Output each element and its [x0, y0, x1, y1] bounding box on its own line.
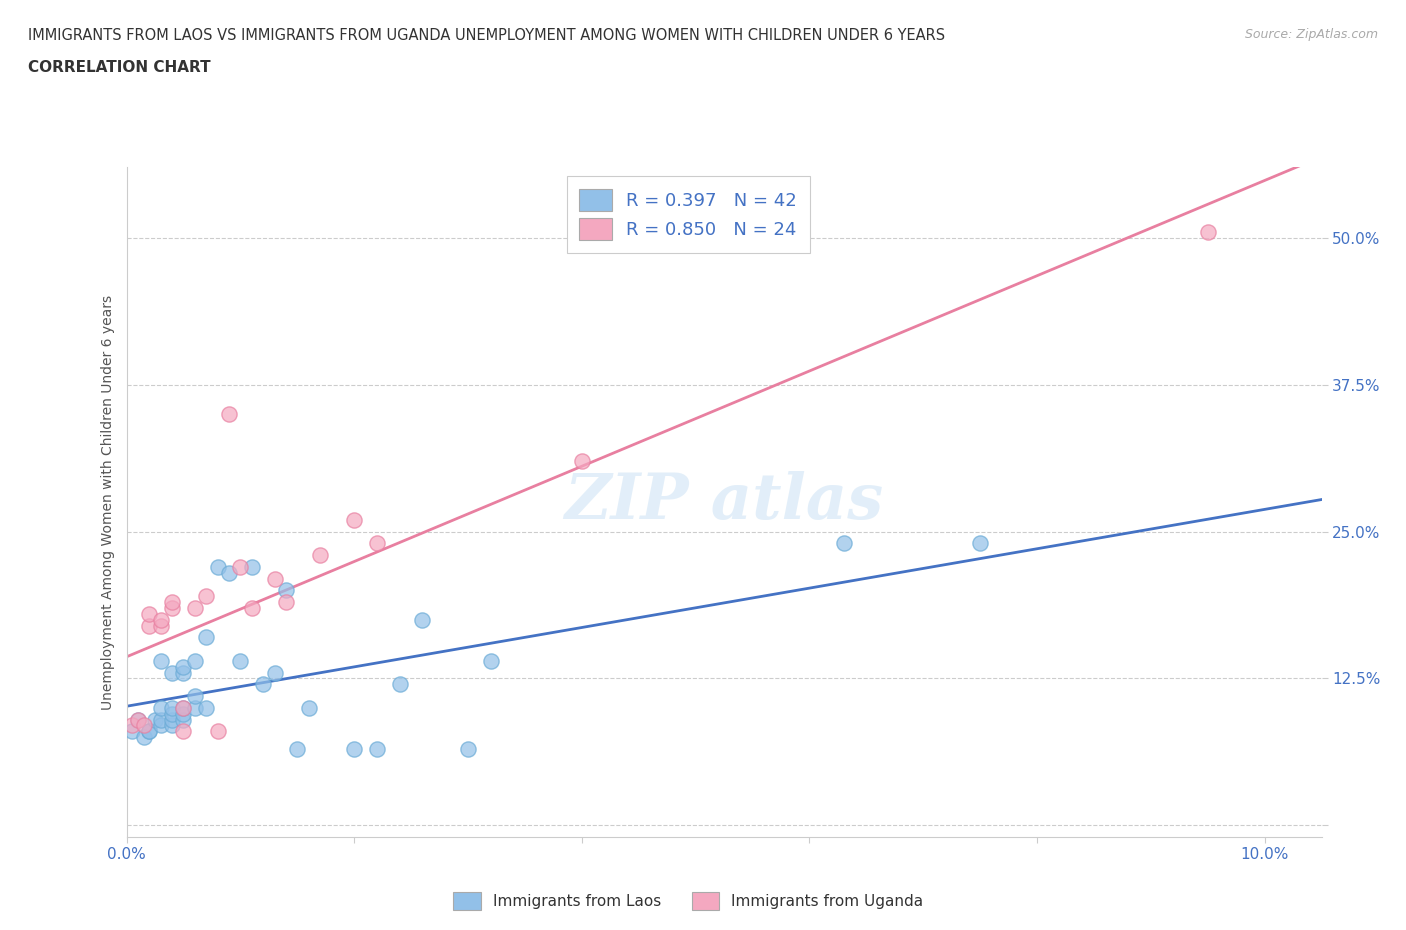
Point [149, 700, 172, 715]
Point [172, 700, 194, 715]
Legend: Immigrants from Laos, Immigrants from Uganda: Immigrants from Laos, Immigrants from Ug… [447, 885, 929, 916]
Point [172, 700, 194, 715]
Point [457, 741, 479, 756]
Point [274, 594, 297, 609]
Point [160, 718, 183, 733]
Point [149, 712, 172, 727]
Point [149, 718, 172, 733]
Point [127, 712, 149, 727]
Point [172, 724, 194, 738]
Point [172, 706, 194, 721]
Point [184, 654, 207, 669]
Point [160, 594, 183, 609]
Point [218, 406, 240, 421]
Point [195, 589, 218, 604]
Point [571, 454, 593, 469]
Text: ZIP atlas: ZIP atlas [564, 472, 884, 533]
Point [240, 559, 263, 574]
Point [184, 700, 207, 715]
Point [132, 718, 155, 733]
Text: Source: ZipAtlas.com: Source: ZipAtlas.com [1244, 28, 1378, 41]
Point [195, 630, 218, 644]
Point [132, 730, 155, 745]
Point [229, 654, 252, 669]
Point [172, 659, 194, 674]
Point [411, 612, 433, 627]
Point [184, 688, 207, 703]
Point [298, 700, 321, 715]
Point [149, 618, 172, 633]
Point [138, 606, 160, 621]
Point [138, 724, 160, 738]
Point [160, 665, 183, 680]
Point [160, 706, 183, 721]
Point [172, 712, 194, 727]
Point [263, 665, 285, 680]
Point [149, 654, 172, 669]
Point [343, 512, 366, 527]
Point [229, 559, 252, 574]
Point [143, 712, 166, 727]
Point [832, 536, 855, 551]
Point [138, 724, 160, 738]
Point [138, 618, 160, 633]
Point [207, 724, 229, 738]
Point [366, 741, 388, 756]
Text: IMMIGRANTS FROM LAOS VS IMMIGRANTS FROM UGANDA UNEMPLOYMENT AMONG WOMEN WITH CHI: IMMIGRANTS FROM LAOS VS IMMIGRANTS FROM … [28, 28, 945, 43]
Point [121, 724, 143, 738]
Point [207, 559, 229, 574]
Point [309, 548, 332, 563]
Point [160, 601, 183, 616]
Text: CORRELATION CHART: CORRELATION CHART [28, 60, 211, 75]
Point [479, 654, 502, 669]
Y-axis label: Unemployment Among Women with Children Under 6 years: Unemployment Among Women with Children U… [101, 295, 115, 710]
Point [366, 536, 388, 551]
Point [127, 712, 149, 727]
Point [149, 612, 172, 627]
Point [172, 665, 194, 680]
Point [274, 583, 297, 598]
Point [184, 601, 207, 616]
Point [285, 741, 308, 756]
Point [121, 718, 143, 733]
Point [240, 601, 263, 616]
Point [388, 677, 411, 692]
Point [160, 700, 183, 715]
Point [343, 741, 366, 756]
Point [263, 571, 285, 586]
Point [252, 677, 274, 692]
Point [969, 536, 991, 551]
Point [218, 565, 240, 580]
Point [195, 700, 218, 715]
Point [1197, 224, 1219, 239]
Point [160, 712, 183, 727]
